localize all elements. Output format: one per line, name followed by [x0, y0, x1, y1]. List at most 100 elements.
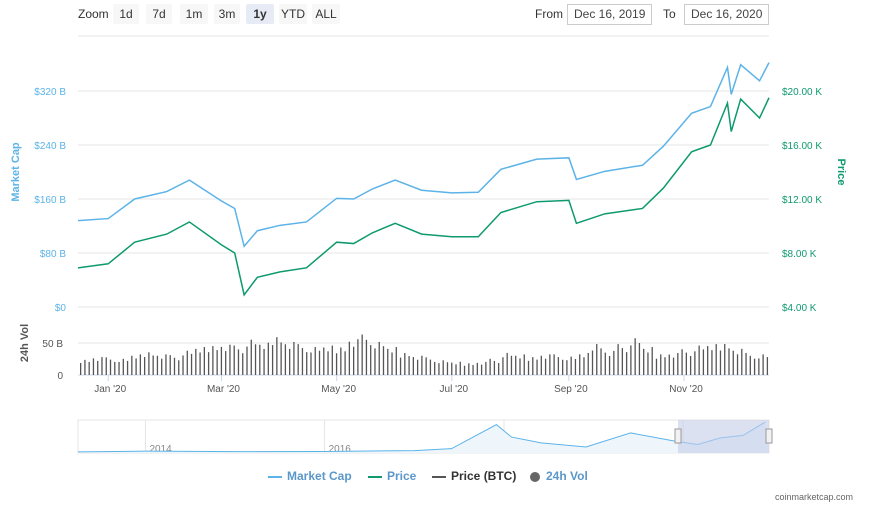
- volume-bar: [169, 355, 171, 375]
- volume-bar: [340, 347, 342, 375]
- volume-bar: [161, 358, 163, 375]
- volume-bar: [203, 347, 205, 375]
- to-label: To: [663, 7, 676, 21]
- volume-bar: [229, 344, 231, 375]
- volume-bar: [630, 345, 632, 375]
- volume-bar: [382, 346, 385, 375]
- legend-price[interactable]: Price: [368, 469, 416, 483]
- right-tick-label: $4.00 K: [782, 303, 817, 314]
- volume-bar: [88, 361, 90, 375]
- credit-link[interactable]: coinmarketcap.com: [775, 492, 854, 502]
- legend-price-btc[interactable]: Price (BTC): [432, 469, 516, 483]
- volume-bar: [485, 361, 487, 375]
- volume-bar: [276, 337, 278, 375]
- volume-bar: [536, 359, 538, 375]
- volume-bar: [694, 351, 696, 375]
- volume-bar: [480, 364, 483, 375]
- volume-bar: [122, 358, 124, 375]
- volume-bar: [199, 352, 201, 375]
- volume-bar: [323, 347, 325, 375]
- volume-bar: [566, 360, 568, 375]
- volume-bar: [647, 352, 649, 375]
- volume-bar: [621, 348, 624, 375]
- left-tick-label: $160 B: [34, 195, 66, 206]
- volume-bar: [719, 350, 722, 375]
- volume-bar: [540, 355, 542, 375]
- volume-bar: [139, 354, 142, 375]
- left-tick-label: $0: [55, 303, 67, 314]
- volume-bar: [651, 347, 653, 375]
- legend-label: Price (BTC): [451, 469, 517, 483]
- volume-bar: [468, 363, 470, 375]
- volume-bar: [553, 354, 555, 375]
- volume-bar: [604, 352, 606, 375]
- volume-bar: [97, 360, 99, 375]
- volume-axis-title: 24h Vol: [19, 324, 31, 362]
- legend-market-cap[interactable]: Market Cap: [268, 469, 352, 483]
- volume-bar: [685, 352, 687, 375]
- volume-bar: [126, 360, 129, 375]
- volume-bar: [425, 357, 427, 375]
- zoom-button-all[interactable]: ALL: [312, 4, 340, 24]
- navigator-handle[interactable]: [765, 428, 773, 444]
- right-tick-label: $20.00 K: [782, 87, 822, 98]
- volume-bar: [660, 354, 662, 375]
- volume-bar: [186, 350, 188, 375]
- volume-bar: [318, 350, 321, 375]
- volume-bar: [668, 354, 670, 375]
- volume-bar: [293, 341, 295, 375]
- volume-bar: [335, 353, 338, 375]
- volume-bar: [195, 348, 197, 375]
- volume-bar: [502, 357, 504, 375]
- volume-bar: [395, 347, 397, 375]
- volume-bar: [301, 348, 304, 375]
- to-date-input[interactable]: Dec 16, 2020: [684, 4, 770, 25]
- volume-bar: [498, 363, 500, 375]
- navigator-handle[interactable]: [674, 428, 682, 444]
- zoom-button-1y[interactable]: 1y: [246, 4, 274, 24]
- volume-bar: [246, 346, 248, 375]
- zoom-button-1m[interactable]: 1m: [180, 4, 208, 24]
- volume-bar: [506, 352, 508, 375]
- zoom-button-1d[interactable]: 1d: [113, 4, 139, 24]
- volume-bar: [118, 361, 120, 375]
- volume-bar: [762, 354, 764, 375]
- zoom-button-3m[interactable]: 3m: [214, 4, 240, 24]
- legend-24h-vol[interactable]: 24h Vol: [530, 469, 588, 483]
- volume-bar: [421, 355, 423, 375]
- from-date-input[interactable]: Dec 16, 2019: [567, 4, 653, 25]
- volume-bar: [408, 356, 410, 375]
- volume-bar: [374, 348, 376, 375]
- volume-tick-label: 50 B: [42, 339, 63, 350]
- volume-bar: [378, 341, 380, 375]
- volume-bar: [724, 344, 726, 375]
- volume-bar: [451, 362, 453, 375]
- volume-bar: [698, 345, 700, 375]
- volume-bar: [173, 357, 176, 375]
- volume-bar: [429, 359, 432, 375]
- zoom-button-ytd[interactable]: YTD: [279, 4, 307, 24]
- volume-bar: [327, 351, 329, 375]
- volume-bar: [758, 358, 760, 375]
- volume-bar: [289, 348, 291, 375]
- volume-bar: [416, 359, 419, 375]
- navigator-area: [78, 422, 769, 453]
- volume-bar: [348, 341, 351, 375]
- volume-bar: [544, 358, 547, 375]
- volume-bar: [399, 357, 402, 375]
- volume-bar: [728, 348, 730, 375]
- zoom-label: Zoom: [78, 7, 109, 21]
- right-tick-label: $12.00 K: [782, 195, 822, 206]
- volume-bar: [259, 344, 261, 375]
- legend-label: Price: [387, 469, 417, 483]
- volume-bar: [220, 346, 223, 375]
- zoom-button-7d[interactable]: 7d: [146, 4, 172, 24]
- volume-bar: [344, 351, 346, 375]
- volume-bar: [105, 357, 107, 375]
- volume-bar: [357, 339, 359, 375]
- volume-tick-label: 0: [57, 371, 63, 382]
- volume-bar: [574, 359, 577, 375]
- volume-bar: [455, 364, 457, 375]
- volume-bar: [391, 352, 393, 375]
